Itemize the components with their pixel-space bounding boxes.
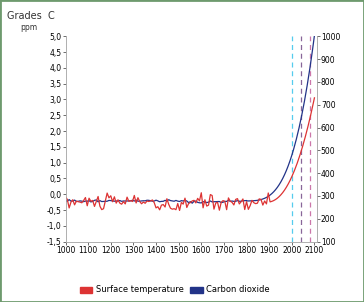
- Legend: Surface temperature, Carbon dioxide: Surface temperature, Carbon dioxide: [76, 282, 273, 298]
- Text: ppm: ppm: [20, 23, 37, 32]
- Text: Grades  C: Grades C: [7, 11, 55, 21]
